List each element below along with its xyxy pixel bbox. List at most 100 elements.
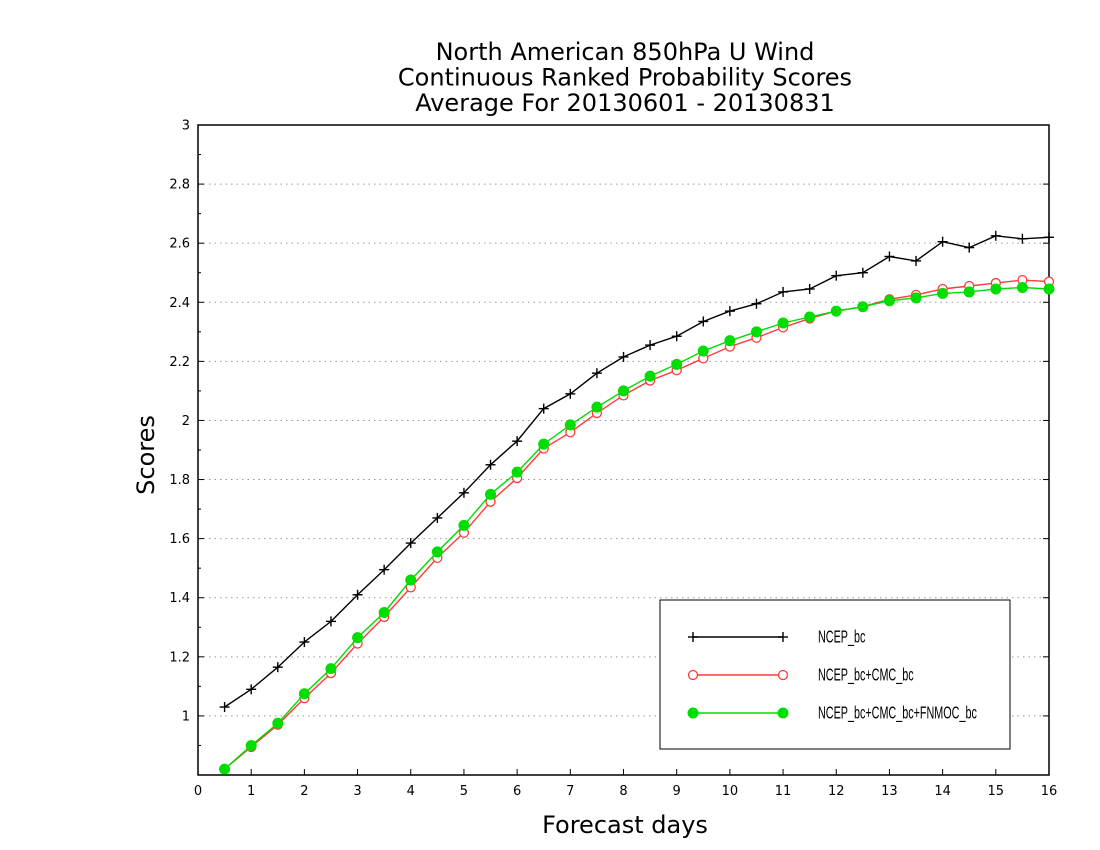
legend-marker bbox=[777, 669, 789, 681]
y-tick-label: 2.6 bbox=[169, 237, 190, 252]
data-point bbox=[591, 368, 602, 379]
legend-item: NCEP_bc+CMC_bc bbox=[687, 666, 914, 685]
x-tick-label: 4 bbox=[407, 784, 415, 799]
y-axis-ticks: 1 1.2 1.4 1.6 1.8 2 2.2 2.4 2.6 2.8 3 bbox=[169, 119, 1049, 746]
y-tick-label: 1.8 bbox=[169, 473, 190, 488]
x-tick-label: 11 bbox=[775, 784, 792, 799]
x-tick-label: 2 bbox=[300, 784, 308, 799]
series bbox=[219, 230, 1055, 775]
data-point bbox=[325, 663, 337, 675]
data-point bbox=[538, 403, 549, 414]
data-point bbox=[299, 637, 310, 648]
series-0 bbox=[219, 230, 1054, 713]
data-point bbox=[272, 717, 284, 729]
x-tick-label: 6 bbox=[513, 784, 521, 799]
data-point bbox=[724, 306, 735, 317]
data-point bbox=[857, 301, 869, 313]
x-tick-label: 8 bbox=[619, 784, 627, 799]
data-point bbox=[618, 385, 629, 397]
data-point bbox=[485, 459, 496, 470]
data-point bbox=[378, 607, 390, 618]
data-point bbox=[937, 236, 948, 247]
data-point bbox=[937, 287, 949, 299]
x-tick-label: 0 bbox=[194, 784, 202, 799]
data-point bbox=[778, 286, 789, 297]
legend-marker bbox=[777, 707, 789, 719]
data-point bbox=[1044, 232, 1054, 243]
data-point bbox=[1016, 282, 1028, 293]
title-line: North American 850hPa U Wind bbox=[436, 38, 815, 66]
data-point bbox=[751, 298, 762, 309]
y-tick-label: 2.4 bbox=[169, 296, 190, 311]
data-point bbox=[671, 358, 683, 370]
data-point bbox=[990, 283, 1002, 295]
x-tick-label: 3 bbox=[353, 784, 361, 799]
data-point bbox=[512, 436, 523, 447]
x-tick-label: 1 bbox=[247, 784, 255, 799]
data-point bbox=[644, 370, 656, 382]
data-point bbox=[219, 763, 231, 775]
legend-marker bbox=[687, 669, 699, 681]
data-point bbox=[697, 345, 709, 357]
legend-item: NCEP_bc bbox=[688, 628, 865, 647]
data-point bbox=[485, 488, 497, 500]
data-point bbox=[963, 286, 975, 298]
legend-marker bbox=[687, 707, 699, 719]
data-point bbox=[831, 270, 842, 281]
x-tick-label: 13 bbox=[881, 784, 898, 799]
data-point bbox=[777, 317, 789, 329]
x-tick-label: 10 bbox=[722, 784, 739, 799]
legend-item: NCEP_bc+CMC_bc+FNMOC_bc bbox=[687, 704, 977, 723]
data-point bbox=[857, 267, 868, 278]
data-point bbox=[804, 283, 815, 294]
y-tick-label: 1.4 bbox=[169, 591, 190, 606]
data-point bbox=[964, 242, 975, 253]
data-point bbox=[618, 351, 629, 362]
y-tick-label: 2.8 bbox=[169, 178, 190, 193]
legend-label: NCEP_bc+CMC_bc bbox=[818, 666, 914, 685]
title-line: Average For 20130601 - 20130831 bbox=[415, 89, 835, 117]
data-point bbox=[458, 519, 470, 531]
data-point bbox=[830, 305, 842, 317]
data-point bbox=[272, 662, 283, 673]
data-point bbox=[564, 419, 576, 431]
x-tick-label: 9 bbox=[673, 784, 681, 799]
y-tick-label: 1.6 bbox=[169, 532, 190, 547]
legend-marker bbox=[778, 632, 788, 642]
data-point bbox=[645, 340, 656, 351]
data-point bbox=[325, 616, 336, 627]
data-point bbox=[884, 251, 895, 262]
y-tick-label: 1.2 bbox=[169, 650, 190, 665]
x-tick-label: 16 bbox=[1041, 784, 1058, 799]
data-point bbox=[910, 292, 922, 304]
title-line: Continuous Ranked Probability Scores bbox=[398, 64, 852, 92]
y-tick-label: 1 bbox=[182, 709, 190, 724]
data-point bbox=[352, 632, 364, 644]
data-point bbox=[698, 316, 709, 327]
data-point bbox=[246, 684, 257, 695]
data-point bbox=[298, 688, 310, 700]
data-point bbox=[245, 739, 257, 751]
legend-marker bbox=[688, 632, 698, 642]
data-point bbox=[405, 538, 416, 549]
legend: NCEP_bc NCEP_bc+CMC_bc NCEP_bc+CMC_bc+FNMO… bbox=[659, 599, 1011, 750]
data-point bbox=[405, 574, 417, 586]
y-tick-label: 3 bbox=[182, 119, 190, 134]
legend-label: NCEP_bc+CMC_bc+FNMOC_bc bbox=[818, 704, 977, 723]
data-point bbox=[219, 702, 230, 713]
data-point bbox=[458, 487, 469, 498]
data-point bbox=[431, 546, 443, 558]
data-point bbox=[911, 255, 922, 266]
data-point bbox=[750, 326, 762, 338]
data-point bbox=[379, 564, 390, 575]
y-tick-label: 2 bbox=[182, 414, 190, 429]
data-point bbox=[591, 401, 603, 413]
data-point bbox=[565, 388, 576, 399]
data-point bbox=[671, 331, 682, 342]
data-point bbox=[538, 438, 550, 450]
data-point bbox=[1043, 283, 1055, 295]
data-point bbox=[804, 311, 816, 323]
data-point bbox=[352, 589, 363, 600]
x-tick-label: 12 bbox=[828, 784, 845, 799]
